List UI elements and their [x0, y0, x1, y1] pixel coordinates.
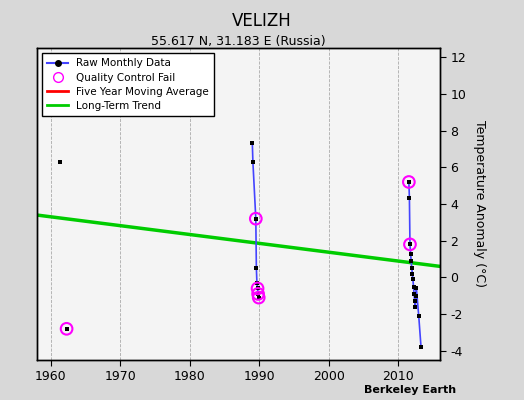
Y-axis label: Temperature Anomaly (°C): Temperature Anomaly (°C): [473, 120, 486, 288]
Point: [255, 294, 263, 301]
Point: [410, 291, 418, 297]
Title: 55.617 N, 31.183 E (Russia): 55.617 N, 31.183 E (Russia): [151, 35, 326, 48]
Point: [252, 216, 260, 222]
Point: [254, 285, 262, 292]
Point: [408, 265, 416, 272]
Point: [412, 285, 421, 292]
Point: [406, 241, 414, 248]
Point: [62, 326, 71, 332]
Point: [410, 298, 419, 304]
Point: [406, 241, 414, 248]
Point: [414, 313, 423, 319]
Point: [255, 294, 263, 301]
Point: [249, 158, 257, 165]
Legend: Raw Monthly Data, Quality Control Fail, Five Year Moving Average, Long-Term Tren: Raw Monthly Data, Quality Control Fail, …: [42, 53, 214, 116]
Point: [409, 276, 417, 282]
Point: [417, 344, 425, 350]
Point: [248, 140, 257, 147]
Text: Berkeley Earth: Berkeley Earth: [364, 385, 456, 395]
Point: [412, 292, 420, 299]
Point: [252, 265, 260, 272]
Point: [405, 179, 413, 185]
Point: [254, 285, 262, 292]
Point: [252, 216, 260, 222]
Point: [408, 270, 417, 277]
Text: VELIZH: VELIZH: [232, 12, 292, 30]
Point: [409, 283, 418, 290]
Point: [253, 280, 261, 286]
Point: [254, 291, 263, 297]
Point: [56, 158, 64, 165]
Point: [405, 179, 413, 185]
Point: [407, 258, 416, 264]
Point: [405, 195, 413, 202]
Point: [407, 250, 415, 257]
Point: [254, 291, 263, 297]
Point: [62, 326, 71, 332]
Point: [411, 304, 419, 310]
